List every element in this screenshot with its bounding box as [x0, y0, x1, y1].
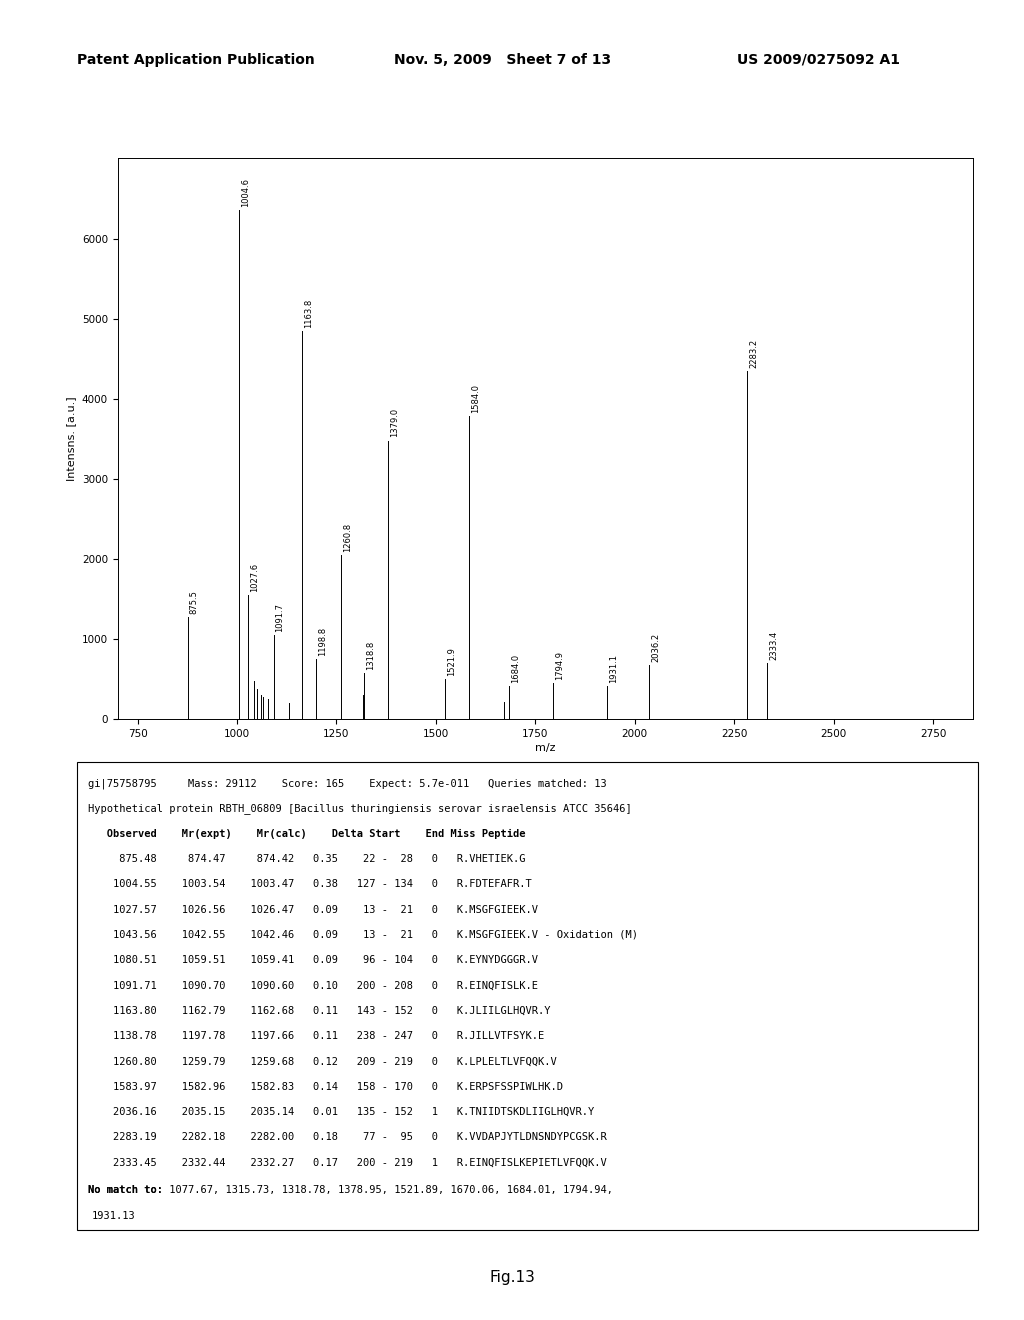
- Text: 1583.97    1582.96    1582.83   0.14   158 - 170   0   K.ERPSFSSPIWLHK.D: 1583.97 1582.96 1582.83 0.14 158 - 170 0…: [88, 1081, 562, 1092]
- Text: 1198.8: 1198.8: [318, 627, 327, 656]
- Text: Hypothetical protein RBTH_06809 [Bacillus thuringiensis serovar israelensis ATCC: Hypothetical protein RBTH_06809 [Bacillu…: [88, 804, 632, 814]
- Y-axis label: Intensns. [a.u.]: Intensns. [a.u.]: [67, 396, 77, 482]
- Text: 2333.45    2332.44    2332.27   0.17   200 - 219   1   R.EINQFISLKEPIETLVFQQK.V: 2333.45 2332.44 2332.27 0.17 200 - 219 1…: [88, 1158, 606, 1168]
- Text: 2333.4: 2333.4: [769, 631, 778, 660]
- Text: 1931.1: 1931.1: [609, 653, 618, 682]
- Text: 2283.19    2282.18    2282.00   0.18    77 -  95   0   K.VVDAPJYTLDNSNDYPCGSK.R: 2283.19 2282.18 2282.00 0.18 77 - 95 0 K…: [88, 1133, 606, 1142]
- Text: 1091.7: 1091.7: [275, 603, 285, 632]
- Text: 1379.0: 1379.0: [390, 408, 398, 437]
- Text: 1138.78    1197.78    1197.66   0.11   238 - 247   0   R.JILLVTFSYK.E: 1138.78 1197.78 1197.66 0.11 238 - 247 0…: [88, 1031, 544, 1041]
- Text: gi|75758795     Mass: 29112    Score: 165    Expect: 5.7e-011   Queries matched:: gi|75758795 Mass: 29112 Score: 165 Expec…: [88, 777, 606, 788]
- Text: Fig.13: Fig.13: [489, 1270, 535, 1284]
- X-axis label: m/z: m/z: [535, 743, 556, 754]
- Text: Observed    Mr(expt)    Mr(calc)    Delta Start    End Miss Peptide: Observed Mr(expt) Mr(calc) Delta Start E…: [88, 829, 525, 838]
- Text: 1684.0: 1684.0: [511, 653, 520, 682]
- Text: No match to:: No match to:: [88, 1185, 163, 1195]
- Text: 875.48     874.47     874.42   0.35    22 -  28   0   R.VHETIEK.G: 875.48 874.47 874.42 0.35 22 - 28 0 R.VH…: [88, 854, 525, 865]
- Text: 1027.57    1026.56    1026.47   0.09    13 -  21   0   K.MSGFGIEEK.V: 1027.57 1026.56 1026.47 0.09 13 - 21 0 K…: [88, 904, 538, 915]
- Text: 2283.2: 2283.2: [750, 338, 759, 367]
- Text: 1260.80    1259.79    1259.68   0.12   209 - 219   0   K.LPLELTLVFQQK.V: 1260.80 1259.79 1259.68 0.12 209 - 219 0…: [88, 1056, 556, 1067]
- Text: 2036.2: 2036.2: [651, 632, 660, 661]
- Text: 1163.80    1162.79    1162.68   0.11   143 - 152   0   K.JLIILGLHQVR.Y: 1163.80 1162.79 1162.68 0.11 143 - 152 0…: [88, 1006, 550, 1016]
- Text: 1004.6: 1004.6: [241, 178, 250, 207]
- Text: 1027.6: 1027.6: [250, 562, 259, 591]
- Text: 1584.0: 1584.0: [471, 384, 480, 413]
- Text: 875.5: 875.5: [189, 590, 199, 614]
- Text: 1080.51    1059.51    1059.41   0.09    96 - 104   0   K.EYNYDGGGR.V: 1080.51 1059.51 1059.41 0.09 96 - 104 0 …: [88, 956, 538, 965]
- Text: 1318.8: 1318.8: [366, 640, 375, 669]
- Text: Patent Application Publication: Patent Application Publication: [77, 53, 314, 67]
- Text: No match to: 1077.67, 1315.73, 1318.78, 1378.95, 1521.89, 1670.06, 1684.01, 1794: No match to: 1077.67, 1315.73, 1318.78, …: [88, 1185, 612, 1195]
- Text: 1521.9: 1521.9: [446, 647, 456, 676]
- Text: US 2009/0275092 A1: US 2009/0275092 A1: [737, 53, 900, 67]
- Text: 1260.8: 1260.8: [343, 523, 352, 552]
- Text: Nov. 5, 2009   Sheet 7 of 13: Nov. 5, 2009 Sheet 7 of 13: [394, 53, 611, 67]
- Text: 1091.71    1090.70    1090.60   0.10   200 - 208   0   R.EINQFISLK.E: 1091.71 1090.70 1090.60 0.10 200 - 208 0…: [88, 981, 538, 990]
- Text: 1931.13: 1931.13: [92, 1210, 136, 1221]
- Text: 1004.55    1003.54    1003.47   0.38   127 - 134   0   R.FDTEFAFR.T: 1004.55 1003.54 1003.47 0.38 127 - 134 0…: [88, 879, 531, 890]
- Text: 1043.56    1042.55    1042.46   0.09    13 -  21   0   K.MSGFGIEEK.V - Oxidation: 1043.56 1042.55 1042.46 0.09 13 - 21 0 K…: [88, 929, 638, 940]
- Text: 1794.9: 1794.9: [555, 651, 564, 680]
- Text: 2036.16    2035.15    2035.14   0.01   135 - 152   1   K.TNIIDTSKDLIIGLHQVR.Y: 2036.16 2035.15 2035.14 0.01 135 - 152 1…: [88, 1107, 594, 1117]
- Text: 1163.8: 1163.8: [304, 298, 313, 327]
